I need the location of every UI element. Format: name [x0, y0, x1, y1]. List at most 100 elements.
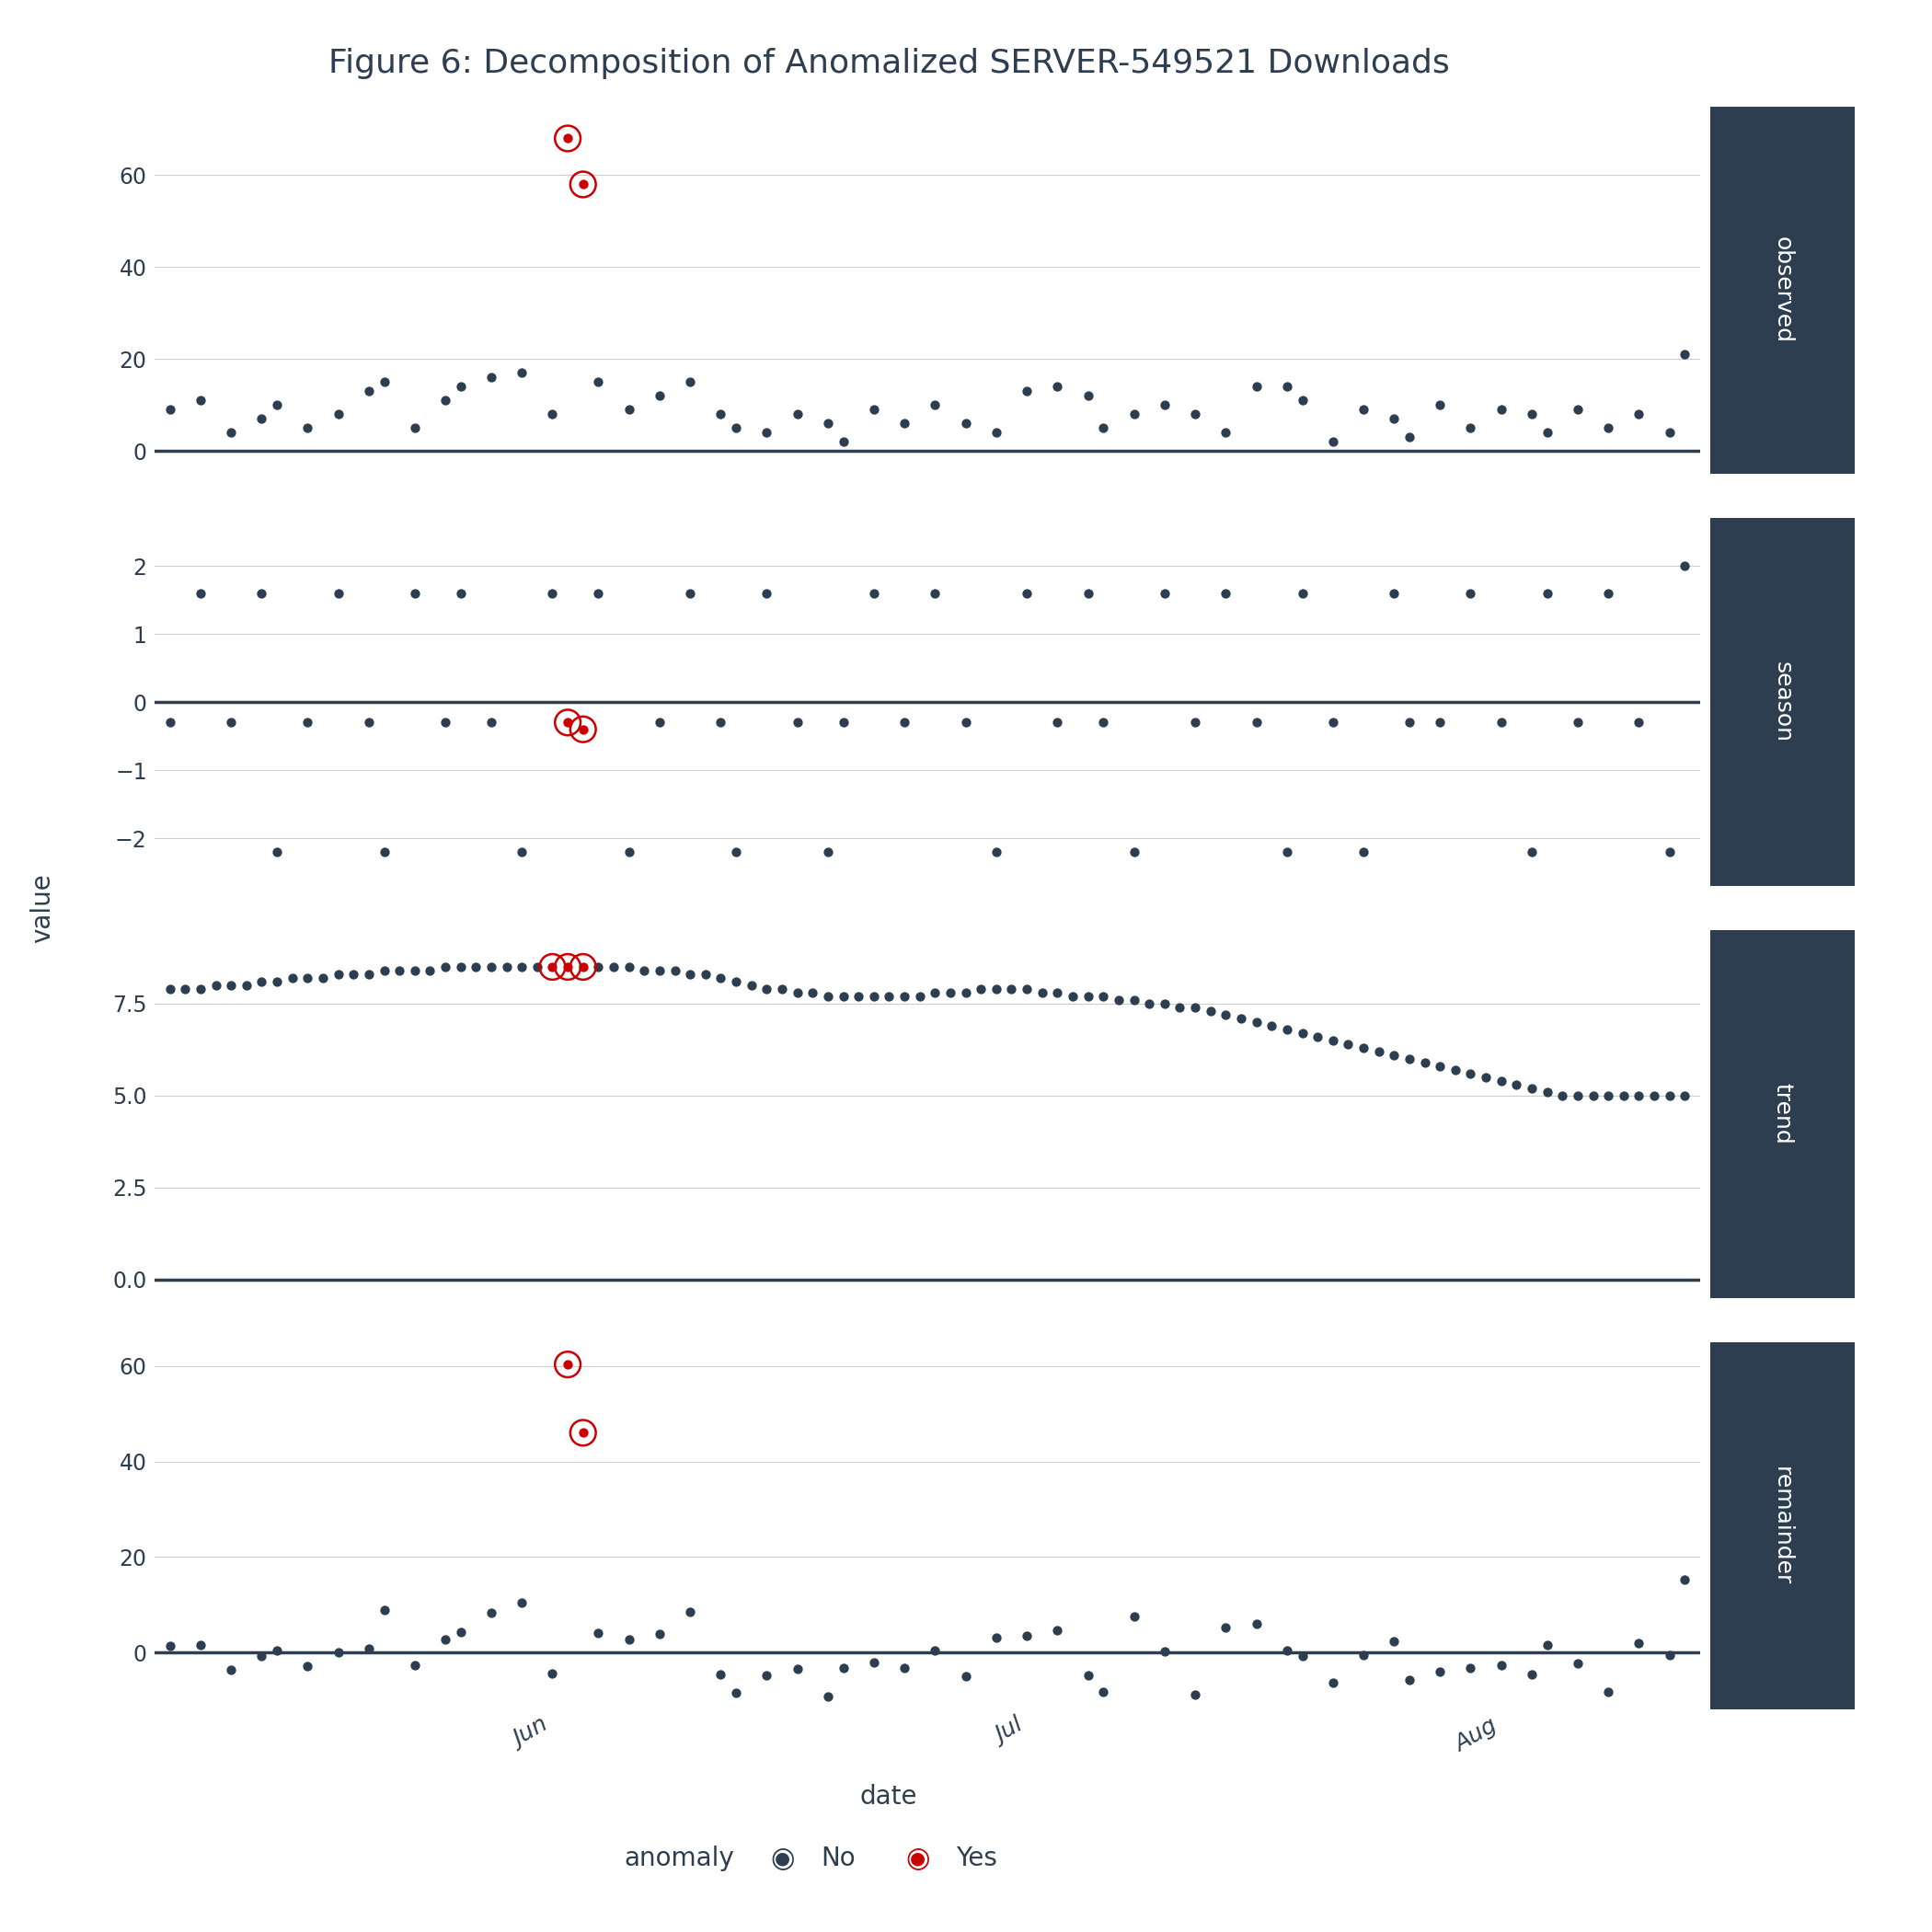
Point [752, 578, 782, 609]
Point [1424, 1051, 1455, 1082]
Point [429, 384, 460, 415]
Point [1408, 1047, 1439, 1078]
Point [185, 384, 216, 415]
Point [1041, 371, 1072, 402]
Point [537, 578, 568, 609]
Point [553, 951, 583, 981]
Point [981, 974, 1012, 1005]
Point [1486, 394, 1517, 425]
Point [1287, 1018, 1318, 1049]
Point [261, 837, 292, 867]
Point [553, 124, 583, 155]
Point [1592, 578, 1623, 609]
Text: ○: ○ [771, 1845, 794, 1872]
Point [369, 837, 400, 867]
Point [705, 398, 736, 429]
Point [827, 707, 858, 738]
Point [216, 1654, 247, 1685]
Point [475, 707, 506, 738]
Point [444, 951, 475, 981]
Point [1592, 1677, 1623, 1708]
Point [1209, 417, 1240, 448]
Point [1010, 377, 1041, 408]
Point [1379, 404, 1410, 435]
Point [1318, 1667, 1349, 1698]
Point [1455, 1652, 1486, 1683]
Point [506, 837, 537, 867]
Point [232, 970, 263, 1001]
Point [506, 1586, 537, 1617]
Point [1072, 578, 1103, 609]
Point [904, 981, 935, 1012]
Point [643, 1619, 674, 1650]
Point [920, 390, 951, 421]
Point [1103, 985, 1134, 1016]
Point [1455, 413, 1486, 444]
Point [583, 951, 614, 981]
Point [1563, 1080, 1594, 1111]
Point [813, 1681, 844, 1712]
Point [1669, 338, 1700, 369]
Text: anomaly: anomaly [624, 1845, 734, 1872]
Point [1180, 398, 1211, 429]
Point [1349, 837, 1379, 867]
Point [1240, 371, 1271, 402]
Point [292, 962, 323, 993]
Point [155, 707, 185, 738]
Point [1041, 1615, 1072, 1646]
Point [568, 1418, 599, 1449]
Point [1287, 578, 1318, 609]
Point [568, 713, 599, 744]
Point [614, 837, 645, 867]
Point [245, 578, 276, 609]
Point [354, 377, 384, 408]
Point [1486, 707, 1517, 738]
Point [1072, 1660, 1103, 1690]
Point [537, 1658, 568, 1689]
Point [185, 974, 216, 1005]
Point [1057, 981, 1088, 1012]
Point [1318, 1026, 1349, 1057]
Point [1010, 1619, 1041, 1650]
Point [643, 707, 674, 738]
Point [369, 954, 400, 985]
Point [1041, 707, 1072, 738]
Point [444, 1617, 475, 1648]
Point [1287, 1640, 1318, 1671]
Point [1271, 1014, 1302, 1045]
Point [935, 978, 966, 1009]
Point [323, 398, 354, 429]
Point [400, 954, 431, 985]
Point [553, 1349, 583, 1379]
Point [1395, 1665, 1426, 1696]
Point [369, 1594, 400, 1625]
Point [858, 578, 889, 609]
Point [858, 1646, 889, 1677]
Point [782, 978, 813, 1009]
Point [1563, 1648, 1594, 1679]
Point [981, 1623, 1012, 1654]
Point [782, 707, 813, 738]
Point [1623, 1629, 1654, 1660]
Point [1424, 1656, 1455, 1687]
Point [752, 417, 782, 448]
Point [721, 966, 752, 997]
Point [1654, 837, 1685, 867]
Point [216, 707, 247, 738]
Point [553, 124, 583, 155]
Point [155, 1631, 185, 1662]
Point [185, 578, 216, 609]
Point [889, 707, 920, 738]
Point [1041, 978, 1072, 1009]
Point [659, 954, 690, 985]
Point [1548, 1080, 1578, 1111]
Point [1072, 381, 1103, 412]
Point [1379, 578, 1410, 609]
Point [920, 978, 951, 1009]
Point [1517, 1072, 1548, 1103]
Point [522, 951, 553, 981]
Point [1532, 1629, 1563, 1660]
Point [1654, 417, 1685, 448]
Point [1424, 390, 1455, 421]
Point [1364, 1036, 1395, 1066]
